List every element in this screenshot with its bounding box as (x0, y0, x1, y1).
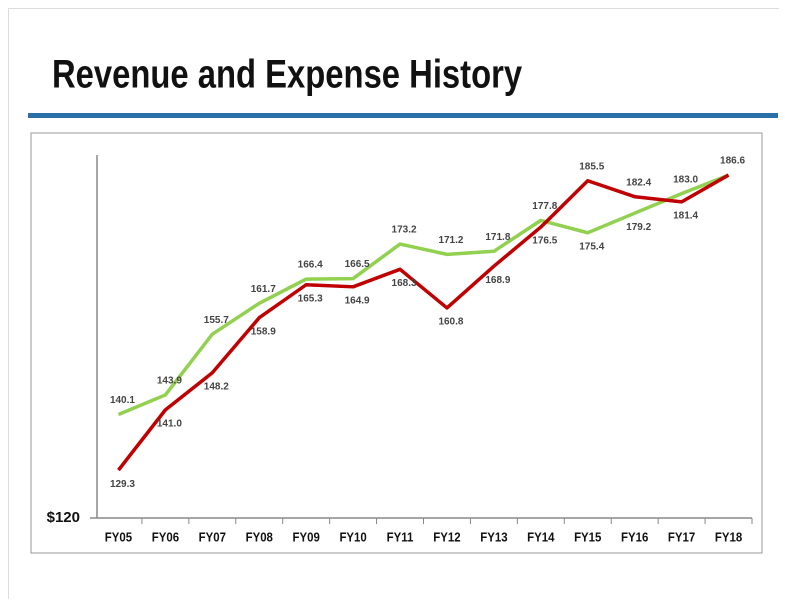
data-label: 148.2 (204, 381, 229, 392)
x-tick-label: FY14 (527, 530, 555, 545)
data-label: 160.8 (438, 317, 463, 328)
data-label: 175.4 (579, 241, 604, 252)
data-label: 168.9 (485, 275, 510, 286)
x-tick-label: FY11 (387, 530, 414, 545)
x-tick-label: FY16 (621, 530, 649, 545)
x-tick-label: FY07 (199, 530, 227, 545)
data-label: 155.7 (204, 315, 229, 326)
data-label: 158.9 (251, 326, 276, 337)
x-tick-label: FY08 (246, 530, 274, 545)
data-label: 171.8 (485, 232, 510, 243)
plot-frame (30, 132, 763, 554)
data-label: 179.2 (626, 222, 651, 233)
data-label: 176.5 (532, 236, 557, 247)
x-tick-label: FY17 (668, 530, 696, 545)
data-label: 177.8 (532, 201, 557, 212)
x-tick-label: FY15 (574, 530, 602, 545)
chart-title: Revenue and Expense History (52, 51, 523, 96)
data-label: 161.7 (251, 284, 276, 295)
data-label: 181.4 (673, 210, 698, 221)
series-line (117, 173, 730, 417)
x-tick-label: FY06 (152, 530, 180, 545)
data-label: 140.1 (110, 395, 135, 406)
data-label: 164.9 (345, 295, 370, 306)
data-label: 186.6 (720, 156, 745, 167)
x-tick-label: FY10 (339, 530, 367, 545)
x-tick-label: FY05 (105, 530, 133, 545)
x-tick-label: FY09 (293, 530, 321, 545)
data-label: 183.0 (673, 174, 698, 185)
x-tick-label: FY13 (480, 530, 508, 545)
slide (8, 8, 779, 599)
data-label: 141.0 (157, 419, 182, 430)
data-label: 166.4 (298, 260, 323, 271)
data-label: 168.3 (392, 278, 417, 289)
data-label: 185.5 (579, 161, 604, 172)
data-label: 173.2 (392, 225, 417, 236)
data-label: 165.3 (298, 293, 323, 304)
data-label: 171.2 (438, 235, 463, 246)
x-tick-label: FY12 (433, 530, 461, 545)
series-line (117, 173, 730, 472)
title-rule (28, 113, 778, 118)
y-tick-label: $120 (47, 509, 80, 526)
data-label: 129.3 (110, 479, 135, 490)
data-label: 182.4 (626, 177, 651, 188)
data-label: 166.5 (345, 259, 370, 270)
x-tick-label: FY18 (715, 530, 743, 545)
data-label: 143.9 (157, 376, 182, 387)
